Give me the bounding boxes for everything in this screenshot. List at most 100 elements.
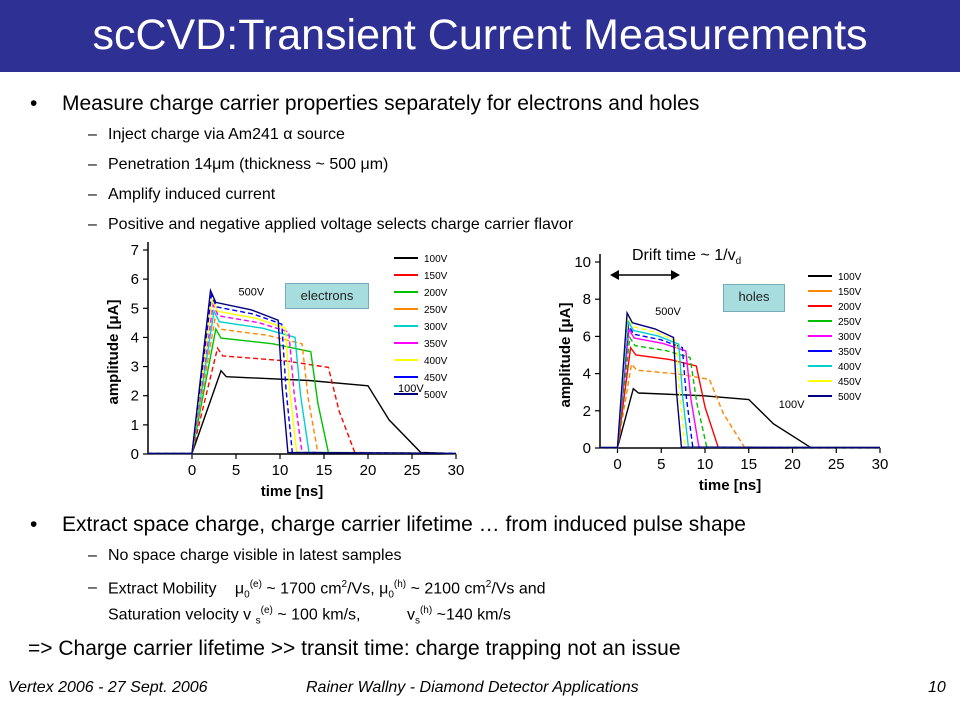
mu-subscript: 0 xyxy=(244,589,250,601)
y-tick-label: 6 xyxy=(583,328,591,345)
series-line-250v xyxy=(148,317,457,455)
series-line-500v xyxy=(148,287,457,455)
x-tick-label: 20 xyxy=(784,456,801,473)
bullet-dot-icon: • xyxy=(30,513,38,536)
x-tick-label: 30 xyxy=(872,456,889,473)
y-tick-label: 4 xyxy=(131,329,139,346)
electron-superscript: (e) xyxy=(249,579,262,590)
v-subscript: s xyxy=(414,615,420,627)
y-axis-label: amplitude [μA] xyxy=(105,299,122,404)
legend-label: 250V xyxy=(838,317,862,328)
y-tick-label: 7 xyxy=(131,242,139,259)
mobility-label: Extract Mobility xyxy=(108,580,217,598)
electron-current-chart: 0 1 2 3 4 5 6 7 0 5 10 15 20 25 30 time [ns] amplitude [… xyxy=(105,242,465,500)
holes-label: holes xyxy=(723,284,785,312)
saturation-line: Saturation velocity v s(e) ~ 100 km/s, v… xyxy=(108,605,511,627)
mobility-unit: /Vs, xyxy=(347,580,375,598)
y-tick-label: 2 xyxy=(583,403,591,420)
series-line-200v xyxy=(148,327,457,455)
x-tick-label: 10 xyxy=(697,456,714,473)
dash-icon: – xyxy=(88,216,97,233)
legend-label: 100V xyxy=(424,254,448,265)
annotation-100v: 100V xyxy=(398,383,424,395)
drift-time-label: Drift time ~ 1/vd xyxy=(632,247,741,267)
squared: 2 xyxy=(341,579,348,590)
mu-subscript: 0 xyxy=(388,589,394,601)
electrons-label: electrons xyxy=(285,283,369,309)
bullet-dot-icon: • xyxy=(30,92,38,115)
y-tick-label: 3 xyxy=(131,359,139,376)
x-tick-label: 20 xyxy=(360,462,377,479)
mobility-line: Extract Mobility μ0(e) ~ 1700 cm2/Vs, μ0… xyxy=(108,579,546,601)
legend-label: 400V xyxy=(424,356,448,367)
page-number: 10 xyxy=(928,679,946,696)
hole-superscript: (h) xyxy=(393,579,407,590)
dash-icon: – xyxy=(88,579,97,596)
mu-symbol: μ xyxy=(379,580,389,598)
footer-left: Vertex 2006 - 27 Sept. 2006 xyxy=(8,679,208,696)
electron-superscript: (e) xyxy=(260,605,273,616)
x-tick-label: 0 xyxy=(613,456,621,473)
y-axis-label: amplitude [μA] xyxy=(557,302,574,407)
dash-icon: – xyxy=(88,126,97,143)
conclusion: => Charge carrier lifetime >> transit ti… xyxy=(28,637,681,660)
title-bar xyxy=(0,0,960,72)
series-line-400v xyxy=(148,297,457,455)
legend-label: 350V xyxy=(838,347,862,358)
annotation-100v: 100V xyxy=(779,399,805,411)
x-tick-label: 25 xyxy=(404,462,421,479)
x-tick-label: 5 xyxy=(657,456,665,473)
x-tick-label: 5 xyxy=(232,462,240,479)
mobility-end: /Vs and xyxy=(491,580,546,598)
saturation-label: Saturation velocity v xyxy=(108,606,252,624)
x-tick-label: 10 xyxy=(272,462,289,479)
x-tick-label: 25 xyxy=(828,456,845,473)
drift-arrow-icon xyxy=(610,270,680,280)
y-tick-label: 2 xyxy=(131,388,139,405)
legend-label: 200V xyxy=(424,288,448,299)
sub-bullet-text: Penetration 14μm (thickness ~ 500 μm) xyxy=(108,156,389,173)
x-axis-label: time [ns] xyxy=(699,477,762,494)
electron-mobility-value: ~ 1700 cm xyxy=(266,580,342,598)
series-line-500v xyxy=(600,310,881,449)
legend-label: 250V xyxy=(424,305,448,316)
legend-label: 500V xyxy=(424,390,448,401)
slide-title: scCVD:Transient Current Measurements xyxy=(92,11,868,59)
series-line-250v xyxy=(600,335,881,449)
sub-bullet-text: Amplify induced current xyxy=(108,186,276,203)
dash-icon: – xyxy=(88,547,97,564)
legend-label: 300V xyxy=(424,322,448,333)
legend-label: 350V xyxy=(424,339,448,350)
x-tick-label: 15 xyxy=(316,462,333,479)
legend-label: 200V xyxy=(838,302,862,313)
sub-bullet-text: No space charge visible in latest sample… xyxy=(108,547,402,564)
hole-mobility-value: ~ 2100 cm xyxy=(410,580,486,598)
series-line-150v xyxy=(148,346,457,455)
y-tick-label: 8 xyxy=(583,291,591,308)
series-line-350v xyxy=(148,302,457,455)
y-tick-label: 0 xyxy=(131,446,139,463)
footer-center: Rainer Wallny - Diamond Detector Applica… xyxy=(306,679,639,696)
v-subscript: s xyxy=(255,615,261,627)
legend-label: 300V xyxy=(838,332,862,343)
legend-label: 150V xyxy=(424,271,448,282)
x-tick-label: 0 xyxy=(188,462,196,479)
hole-superscript: (h) xyxy=(419,605,433,616)
hole-velocity-value: ~140 km/s xyxy=(436,606,511,624)
legend-label: 450V xyxy=(424,373,448,384)
legend-label: 100V xyxy=(838,272,862,283)
x-tick-label: 15 xyxy=(740,456,757,473)
dash-icon: – xyxy=(88,156,97,173)
y-tick-label: 10 xyxy=(574,254,591,271)
y-tick-label: 4 xyxy=(583,366,591,383)
x-axis-label: time [ns] xyxy=(261,483,324,500)
annotation-500v: 500V xyxy=(238,286,264,298)
series-line-100v xyxy=(148,369,457,455)
y-tick-label: 5 xyxy=(131,300,139,317)
annotation-500v: 500V xyxy=(655,306,681,318)
bullet-text: Extract space charge, charge carrier lif… xyxy=(62,513,746,536)
y-tick-label: 0 xyxy=(583,440,591,457)
drift-text: Drift time ~ 1/v xyxy=(632,247,736,264)
x-tick-label: 30 xyxy=(448,462,465,479)
bullet-text: Measure charge carrier properties separa… xyxy=(62,92,700,115)
